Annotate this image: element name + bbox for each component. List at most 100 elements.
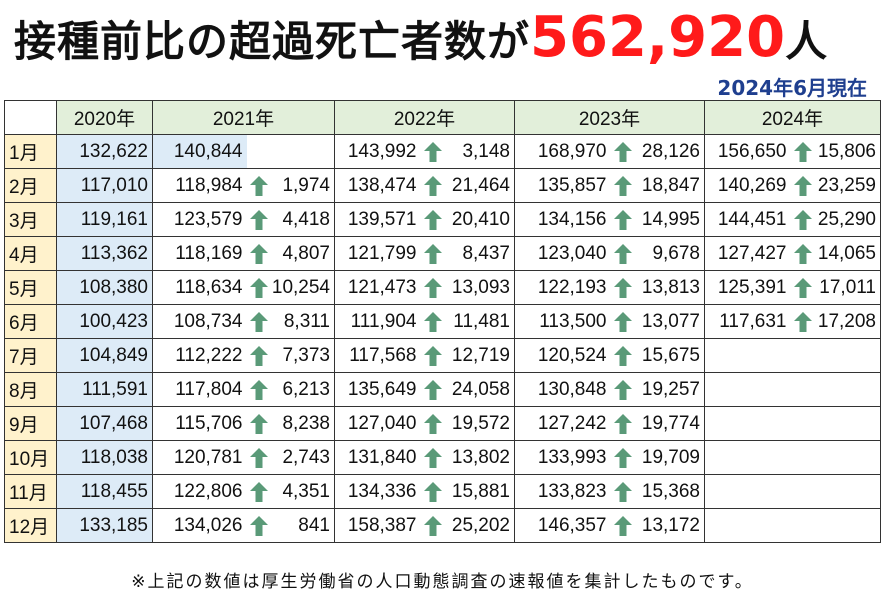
diff-2021: 1,974 <box>246 168 335 203</box>
value-2021: 134,026 <box>152 508 247 543</box>
diff-value: 13,077 <box>641 310 700 332</box>
value-2021: 118,634 <box>152 270 247 305</box>
diff-value: 10,254 <box>271 276 330 298</box>
diff-2022: 13,093 <box>420 270 515 305</box>
value-2023: 168,970 <box>514 134 611 169</box>
up-arrow-icon <box>423 447 443 469</box>
diff-value: 23,259 <box>817 174 876 196</box>
month-label: 3月 <box>4 202 57 237</box>
diff-2024: 25,290 <box>790 202 881 237</box>
value-2021: 140,844 <box>152 134 247 169</box>
diff-2023: 13,172 <box>610 508 705 543</box>
diff-2024 <box>790 508 881 543</box>
diff-value: 17,011 <box>819 276 876 298</box>
up-arrow-icon <box>423 345 443 367</box>
header-row: 2020年 2021年 2022年 2023年 2024年 <box>4 100 881 135</box>
diff-value: 6,213 <box>282 378 330 400</box>
diff-2021: 8,311 <box>246 304 335 339</box>
table-row: 5月 108,380 118,634 10,254 121,473 13,093 122,1… <box>4 270 881 305</box>
up-arrow-icon <box>613 413 633 435</box>
up-arrow-icon <box>423 209 443 231</box>
diff-2022: 12,719 <box>420 338 515 373</box>
diff-value: 4,418 <box>282 208 330 230</box>
diff-2024: 17,011 <box>790 270 881 305</box>
value-2024: 140,269 <box>704 168 791 203</box>
diff-2023: 19,709 <box>610 440 705 475</box>
up-arrow-icon <box>613 277 633 299</box>
diff-2024 <box>790 406 881 441</box>
value-2023: 120,524 <box>514 338 611 373</box>
up-arrow-icon <box>613 379 633 401</box>
month-label: 2月 <box>4 168 57 203</box>
diff-value: 13,172 <box>641 514 700 536</box>
value-2024: 125,391 <box>704 270 791 305</box>
value-2022: 111,904 <box>334 304 421 339</box>
diff-2021: 4,418 <box>246 202 335 237</box>
diff-2022: 15,881 <box>420 474 515 509</box>
diff-value: 3,148 <box>462 140 510 162</box>
diff-2024: 23,259 <box>790 168 881 203</box>
diff-2022: 8,437 <box>420 236 515 271</box>
diff-2023: 19,774 <box>610 406 705 441</box>
diff-value: 19,257 <box>641 378 700 400</box>
title-suffix: 人 <box>785 16 828 66</box>
diff-2024 <box>790 372 881 407</box>
up-arrow-icon <box>613 175 633 197</box>
table-row: 1月 132,622 140,844 143,992 3,148 168,970 28,12… <box>4 134 881 169</box>
death-table: 2020年 2021年 2022年 2023年 2024年 1月 132,622 1… <box>4 100 881 543</box>
value-2020: 119,161 <box>56 202 153 237</box>
diff-2024: 17,208 <box>790 304 881 339</box>
month-label: 8月 <box>4 372 57 407</box>
diff-value: 4,807 <box>282 242 330 264</box>
diff-value: 15,675 <box>641 344 700 366</box>
up-arrow-icon <box>249 311 269 333</box>
value-2021: 117,804 <box>152 372 247 407</box>
up-arrow-icon <box>423 243 443 265</box>
header-2022: 2022年 <box>334 100 515 135</box>
diff-value: 15,368 <box>641 480 700 502</box>
diff-value: 9,678 <box>652 242 700 264</box>
diff-2022: 11,481 <box>420 304 515 339</box>
up-arrow-icon <box>793 141 813 163</box>
value-2023: 113,500 <box>514 304 611 339</box>
table-row: 2月 117,010 118,984 1,974 138,474 21,464 135,85… <box>4 168 881 203</box>
value-2024: 127,427 <box>704 236 791 271</box>
table-row: 4月 113,362 118,169 4,807 121,799 8,437 123,040… <box>4 236 881 271</box>
diff-value: 1,974 <box>282 174 330 196</box>
diff-2021 <box>246 134 335 169</box>
month-label: 9月 <box>4 406 57 441</box>
diff-value: 4,351 <box>282 480 330 502</box>
up-arrow-icon <box>613 141 633 163</box>
value-2022: 139,571 <box>334 202 421 237</box>
value-2020: 100,423 <box>56 304 153 339</box>
up-arrow-icon <box>249 413 269 435</box>
diff-2023: 13,813 <box>610 270 705 305</box>
value-2024 <box>704 372 791 407</box>
table-row: 11月 118,455 122,806 4,351 134,336 15,881 133,8… <box>4 474 881 509</box>
diff-2024 <box>790 474 881 509</box>
diff-2023: 18,847 <box>610 168 705 203</box>
value-2020: 111,591 <box>56 372 153 407</box>
diff-value: 13,813 <box>641 276 700 298</box>
value-2021: 120,781 <box>152 440 247 475</box>
up-arrow-icon <box>423 311 443 333</box>
table-row: 12月 133,185 134,026 841 158,387 25,202 146,357… <box>4 508 881 543</box>
diff-2022: 3,148 <box>420 134 515 169</box>
up-arrow-icon <box>613 345 633 367</box>
up-arrow-icon <box>613 481 633 503</box>
up-arrow-icon <box>249 481 269 503</box>
up-arrow-icon <box>793 209 813 231</box>
value-2022: 135,649 <box>334 372 421 407</box>
table-row: 7月 104,849 112,222 7,373 117,568 12,719 120,52… <box>4 338 881 373</box>
up-arrow-icon <box>423 379 443 401</box>
diff-2021: 8,238 <box>246 406 335 441</box>
value-2022: 121,473 <box>334 270 421 305</box>
value-2023: 134,156 <box>514 202 611 237</box>
value-2023: 135,857 <box>514 168 611 203</box>
header-2020: 2020年 <box>56 100 153 135</box>
diff-2021: 10,254 <box>246 270 335 305</box>
value-2020: 113,362 <box>56 236 153 271</box>
diff-2021: 7,373 <box>246 338 335 373</box>
diff-2021: 2,743 <box>246 440 335 475</box>
diff-2021: 841 <box>246 508 335 543</box>
